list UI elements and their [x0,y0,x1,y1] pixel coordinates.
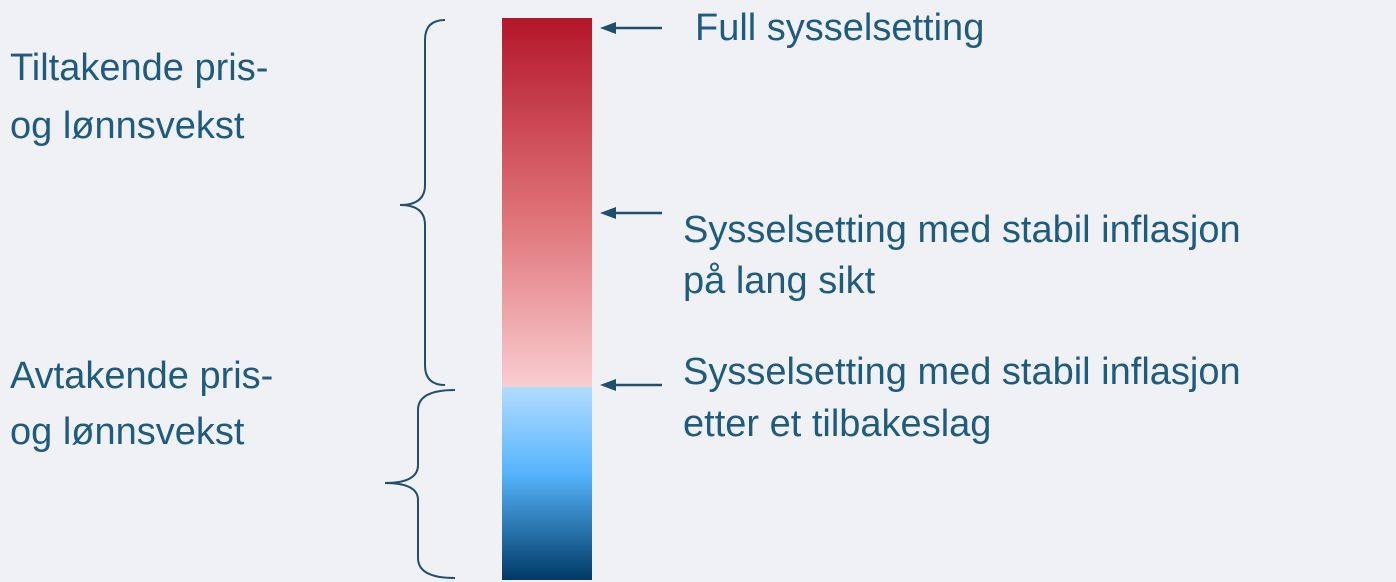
marker-label: Full sysselsetting [695,7,984,49]
bar-lower [502,387,592,580]
brace [384,389,456,579]
arrow [600,379,662,391]
arrow [600,22,662,34]
marker-label: Sysselsetting med stabil inflasjon [683,209,1241,251]
marker-label: på lang sikt [683,260,876,302]
left-label: Avtakende pris- [10,355,273,397]
bar-upper [502,18,592,387]
marker-label: Sysselsetting med stabil inflasjon [683,351,1241,393]
left-label: og lønnsvekst [10,411,245,453]
arrow [600,207,662,219]
brace [399,19,446,386]
marker-label: etter et tilbakeslag [683,403,991,445]
left-label: og lønnsvekst [10,105,245,147]
left-label: Tiltakende pris- [10,47,268,89]
